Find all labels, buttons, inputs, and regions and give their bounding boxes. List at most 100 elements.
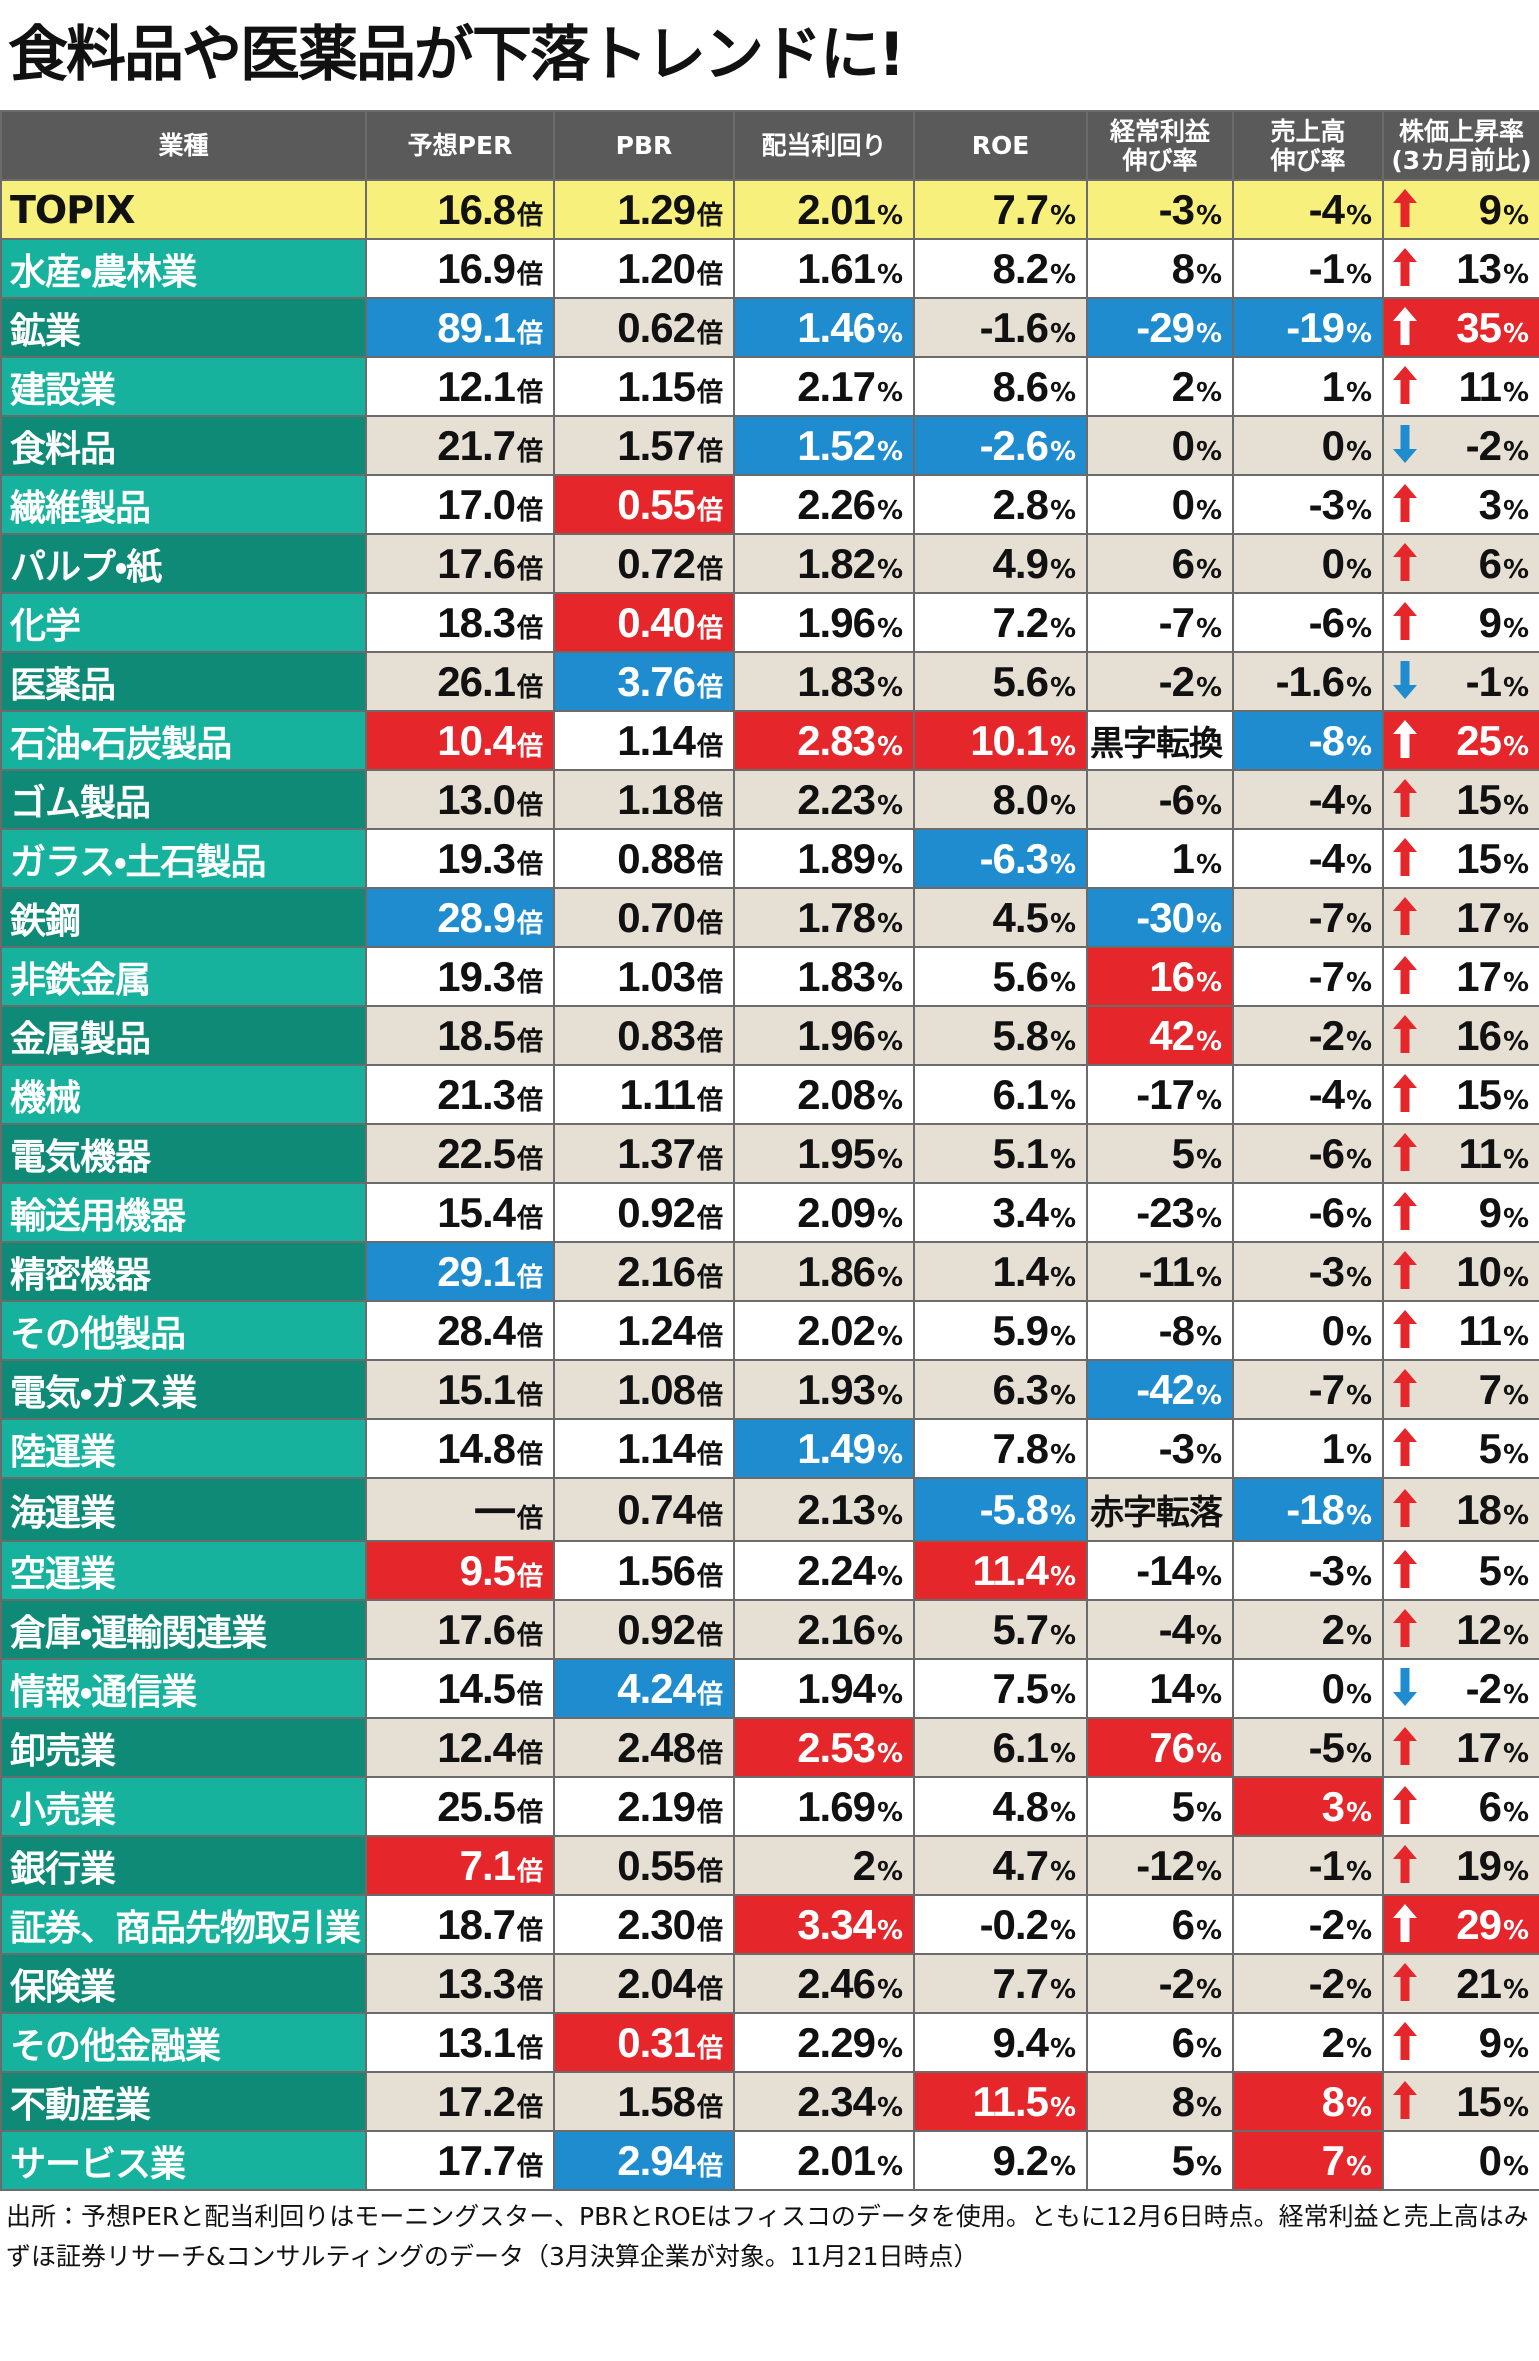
change-cell: 9% [1382, 1182, 1539, 1243]
change-cell: 9% [1382, 2012, 1539, 2073]
arrow-up [1393, 837, 1417, 876]
cell-unit: % [1195, 554, 1222, 585]
data-cell: 0% [1086, 415, 1234, 476]
column-header: 業種 [0, 110, 367, 181]
cell-unit: % [1195, 1561, 1222, 1592]
data-cell: -6% [1232, 1123, 1384, 1184]
change-value: 13% [1456, 245, 1529, 293]
cell-unit: 倍 [516, 1085, 543, 1116]
cell-unit: % [1502, 1500, 1529, 1531]
cell-unit: 倍 [696, 495, 723, 526]
cell-unit: % [1195, 790, 1222, 821]
data-cell: 0% [1232, 533, 1384, 594]
cell-value: 0.62 [617, 303, 696, 351]
change-cell: 6% [1382, 533, 1539, 594]
table-row: 輸送用機器 15.4倍 0.92倍 2.09% 3.4% -23% -6% 9% [0, 1182, 1539, 1243]
change-cell: 17% [1382, 1717, 1539, 1778]
cell-unit: % [1345, 377, 1372, 408]
cell-unit: % [1502, 1262, 1529, 1293]
data-cell: 1.14倍 [553, 710, 735, 771]
data-cell: 2.04倍 [553, 1953, 735, 2014]
cell-unit: % [1195, 1085, 1222, 1116]
cell-value: 5.6 [992, 657, 1049, 705]
cell-value: 13 [1456, 244, 1502, 292]
data-cell: 0.55倍 [553, 474, 735, 535]
cell-unit: % [1195, 2151, 1222, 2182]
data-cell: 2.01% [733, 179, 915, 240]
table-row: 非鉄金属 19.3倍 1.03倍 1.83% 5.6% 16% -7% 17% [0, 946, 1539, 1007]
cell-unit: % [1195, 1679, 1222, 1710]
data-cell: -6% [1232, 1182, 1384, 1243]
industry-label: ゴム製品 [0, 769, 367, 830]
cell-unit: % [1049, 731, 1076, 762]
cell-unit: 倍 [696, 554, 723, 585]
change-value: 29% [1456, 1901, 1529, 1949]
cell-value: 35 [1456, 303, 1502, 351]
table-row: 化学 18.3倍 0.40倍 1.96% 7.2% -7% -6% 9% [0, 592, 1539, 653]
data-cell: 1% [1232, 1418, 1384, 1479]
cell-unit: % [1502, 849, 1529, 880]
cell-unit: 倍 [516, 731, 543, 762]
arrow-slot [1392, 306, 1418, 350]
data-cell: 3.76倍 [553, 651, 735, 712]
change-cell: 15% [1382, 769, 1539, 830]
table-row: 保険業 13.3倍 2.04倍 2.46% 7.7% -2% -2% 21% [0, 1953, 1539, 2014]
data-cell: -30% [1086, 887, 1234, 948]
cell-value: 4.7 [992, 1841, 1049, 1889]
data-cell: 9.4% [913, 2012, 1088, 2073]
cell-unit: % [1195, 1439, 1222, 1470]
data-cell: 6.3% [913, 1359, 1088, 1420]
arrow-shape [1393, 1014, 1417, 1053]
cell-value: 5 [1478, 1424, 1502, 1472]
table-row: 食料品 21.7倍 1.57倍 1.52% -2.6% 0% 0% -2% [0, 415, 1539, 476]
cell-value: 2.26 [797, 480, 876, 528]
arrow-shape [1393, 1903, 1417, 1942]
cell-value: 1.61 [797, 244, 876, 292]
data-cell: 18.5倍 [365, 1005, 555, 1066]
arrow-shape [1393, 424, 1417, 463]
cell-value: 3.76 [617, 657, 696, 705]
cell-value: -3 [1308, 1247, 1345, 1295]
data-cell: 1.52% [733, 415, 915, 476]
arrow-up [1393, 1250, 1417, 1289]
cell-value: 8.2 [992, 244, 1049, 292]
industry-label: 不動産業 [0, 2071, 367, 2132]
change-value: 9% [1479, 2019, 1529, 2067]
change-wrap: 16% [1392, 1012, 1529, 1060]
data-cell: 17.6倍 [365, 1599, 555, 1660]
data-cell: 7.7% [913, 179, 1088, 240]
cell-unit: % [1502, 2092, 1529, 2123]
change-value: 21% [1456, 1960, 1529, 2008]
data-cell: 1% [1086, 828, 1234, 889]
cell-value: 7.1 [459, 1841, 516, 1889]
cell-unit: 倍 [516, 967, 543, 998]
cell-unit: 倍 [696, 1856, 723, 1887]
table-row: 石油・石炭製品 10.4倍 1.14倍 2.83% 10.1% 黒字転換 -8% 25% [0, 710, 1539, 771]
cell-unit: % [876, 1797, 903, 1828]
cell-unit: % [1195, 1915, 1222, 1946]
arrow-up [1393, 2080, 1417, 2119]
column-header: 予想PER [365, 110, 555, 181]
cell-value: 6.3 [992, 1365, 1049, 1413]
cell-unit: 倍 [516, 436, 543, 467]
arrow-slot [1392, 837, 1418, 881]
cell-unit: % [876, 849, 903, 880]
data-cell: 2.09% [733, 1182, 915, 1243]
data-cell: 8% [1086, 2071, 1234, 2132]
data-cell: 5.1% [913, 1123, 1088, 1184]
arrow-shape [1393, 483, 1417, 522]
cell-value: 17.6 [437, 539, 516, 587]
cell-unit: 倍 [696, 1085, 723, 1116]
cell-unit: % [1049, 1561, 1076, 1592]
data-cell: 0.31倍 [553, 2012, 735, 2073]
cell-unit: % [876, 1620, 903, 1651]
change-value: -2% [1466, 1665, 1529, 1713]
cell-unit: 倍 [696, 377, 723, 408]
cell-unit: % [1502, 1144, 1529, 1175]
cell-unit: % [1502, 967, 1529, 998]
arrow-up [1393, 1368, 1417, 1407]
change-wrap: 7% [1392, 1366, 1529, 1414]
cell-value: -1 [1308, 1841, 1345, 1889]
arrow-slot [1392, 1073, 1418, 1117]
cell-value: 2.16 [617, 1247, 696, 1295]
